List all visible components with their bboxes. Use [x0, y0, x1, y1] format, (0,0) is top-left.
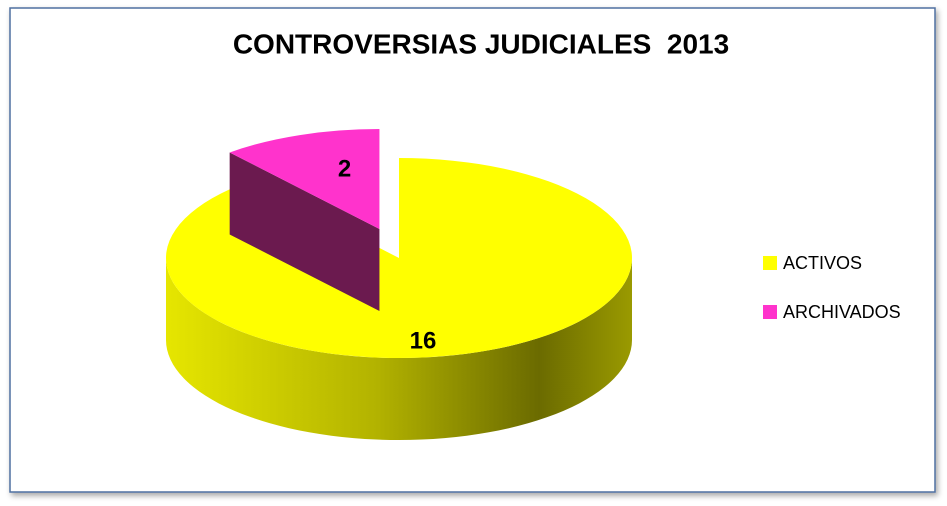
legend: ACTIVOS ARCHIVADOS: [763, 253, 901, 322]
data-label: 16: [410, 327, 437, 354]
legend-label: ACTIVOS: [783, 253, 862, 273]
slice-side: [229, 152, 380, 312]
slice-side: [166, 258, 632, 440]
legend-swatch: [763, 305, 777, 319]
pie: 16 2: [165, 129, 632, 440]
data-label: 2: [338, 155, 351, 182]
legend-label: ARCHIVADOS: [783, 302, 901, 322]
legend-swatch: [763, 256, 777, 270]
chart-title: CONTROVERSIAS JUDICIALES 2013: [233, 28, 729, 59]
slice: [229, 129, 380, 230]
